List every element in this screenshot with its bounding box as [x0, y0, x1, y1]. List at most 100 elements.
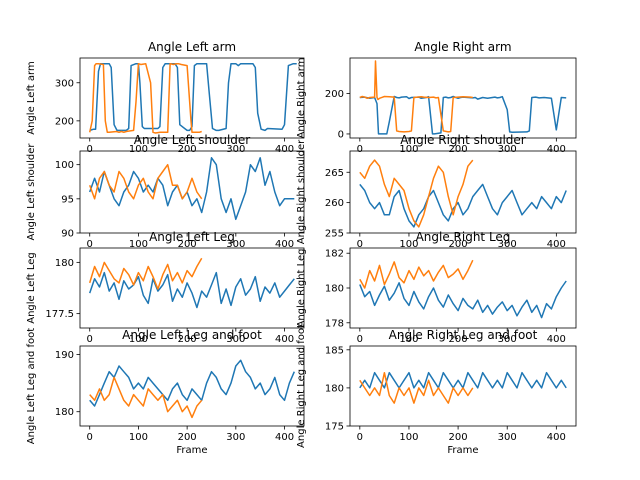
axes-frame — [79, 57, 305, 139]
y-tick-label: 260 — [325, 198, 344, 209]
x-tick-label: 0 — [87, 334, 93, 345]
axes-frame — [349, 57, 577, 139]
subplot-3: 0 100 200 300 400 255 260 265 Angle Right should… — [296, 133, 577, 250]
series-line-0 — [88, 157, 295, 221]
x-tick-label: 300 — [498, 144, 517, 155]
x-tick-label: 200 — [178, 239, 197, 250]
x-tick-label: 400 — [275, 239, 294, 250]
subplot-5: 0 100 200 300 400 178 180 182 Angle Right Leg Ang… — [296, 230, 577, 345]
series-line-1 — [88, 62, 202, 134]
subplot-0: 0 100 200 300 400 200 300 Angle Left arm Angle L… — [26, 40, 305, 155]
y-axis-label: Angle Left shoulder — [26, 143, 37, 241]
x-tick-label: 100 — [399, 144, 418, 155]
subplot-7: 0 100 200 300 400 175 180 185 Angle Right Leg an… — [296, 324, 577, 456]
x-tick-label: 100 — [129, 334, 148, 345]
x-tick-label: 100 — [129, 239, 148, 250]
x-tick-label: 400 — [547, 144, 566, 155]
x-tick-label: 400 — [547, 432, 566, 443]
x-tick-label: 100 — [129, 144, 148, 155]
series-line-0 — [359, 95, 567, 135]
series-line-1 — [359, 159, 474, 228]
y-tick-label: 180 — [325, 284, 344, 295]
y-tick-label: 100 — [55, 160, 74, 171]
x-tick-label: 300 — [226, 334, 245, 345]
series-line-1 — [88, 257, 203, 290]
y-tick-label: 185 — [325, 345, 344, 356]
x-tick-label: 0 — [357, 334, 363, 345]
y-tick-label: 180 — [55, 407, 74, 418]
y-tick-label: 200 — [55, 116, 74, 127]
y-tick-label: 180 — [325, 383, 344, 394]
series-line-0 — [359, 280, 567, 319]
x-tick-label: 100 — [399, 432, 418, 443]
chart-title: Angle Left Leg — [149, 230, 235, 244]
x-tick-label: 300 — [226, 144, 245, 155]
x-tick-label: 0 — [87, 432, 93, 443]
x-axis-label: Frame — [447, 445, 478, 456]
x-tick-label: 400 — [547, 239, 566, 250]
x-tick-label: 300 — [498, 432, 517, 443]
series-line-1 — [88, 163, 203, 200]
y-tick-label: 95 — [61, 194, 74, 205]
x-tick-label: 400 — [547, 334, 566, 345]
subplot-6: 0 100 200 300 400 180 190 Angle Left Leg and fo… — [26, 328, 305, 456]
y-tick-label: 180 — [55, 258, 74, 269]
series-line-0 — [89, 359, 295, 407]
y-tick-label: 90 — [61, 229, 74, 240]
x-tick-label: 300 — [226, 239, 245, 250]
x-tick-label: 200 — [449, 144, 468, 155]
x-tick-label: 400 — [275, 144, 294, 155]
x-axis-label: Frame — [176, 445, 207, 456]
series-line-1 — [359, 259, 474, 289]
y-tick-label: 200 — [325, 89, 344, 100]
series-line-1 — [359, 371, 474, 404]
y-axis-label: Angle Right Leg — [296, 248, 307, 327]
y-tick-label: 178 — [325, 318, 344, 329]
x-tick-label: 0 — [87, 144, 93, 155]
x-tick-label: 0 — [357, 432, 363, 443]
axes-frame — [349, 345, 577, 427]
series-line-0 — [89, 62, 297, 132]
series-line-0 — [88, 271, 295, 309]
x-tick-label: 400 — [275, 334, 294, 345]
chart-title: Angle Right arm — [414, 40, 511, 54]
y-tick-label: 300 — [55, 78, 74, 89]
axes-frame — [79, 247, 305, 329]
y-axis-label: Angle Right Leg and foot — [296, 324, 307, 448]
chart-title: Angle Left Leg and foot — [122, 328, 262, 342]
series-line-1 — [359, 60, 473, 133]
series-line-0 — [359, 371, 567, 389]
y-tick-label: 190 — [55, 350, 74, 361]
x-tick-label: 300 — [226, 432, 245, 443]
x-tick-label: 0 — [357, 144, 363, 155]
y-axis-label: Angle Right arm — [296, 58, 307, 139]
chart-title: Angle Left shoulder — [134, 133, 250, 147]
x-tick-label: 300 — [498, 239, 517, 250]
x-tick-label: 100 — [399, 239, 418, 250]
x-tick-label: 200 — [449, 239, 468, 250]
x-tick-label: 0 — [357, 239, 363, 250]
y-tick-label: 182 — [325, 249, 344, 260]
y-tick-label: 0 — [338, 129, 344, 140]
axes-frame — [79, 345, 305, 427]
axes-frame — [79, 150, 305, 234]
x-tick-label: 200 — [449, 334, 468, 345]
y-tick-label: 177.5 — [45, 309, 74, 320]
subplot-1: 0 100 200 300 400 0 200 Angle Right arm Angle Ri… — [296, 40, 577, 155]
axes-frame — [349, 150, 577, 234]
series-line-1 — [89, 376, 203, 419]
y-tick-label: 175 — [325, 422, 344, 433]
x-tick-label: 400 — [275, 432, 294, 443]
x-tick-label: 0 — [87, 239, 93, 250]
x-tick-label: 200 — [178, 432, 197, 443]
y-axis-label: Angle Left arm — [26, 61, 37, 134]
x-tick-label: 200 — [449, 432, 468, 443]
x-tick-label: 100 — [399, 334, 418, 345]
subplot-4: 0 100 200 300 400 177.5 180 Angle Left Leg Angle… — [26, 230, 305, 345]
chart-title: Angle Right Leg — [416, 230, 511, 244]
y-tick-label: 255 — [325, 229, 344, 240]
x-tick-label: 200 — [178, 144, 197, 155]
chart-title: Angle Right Leg and foot — [389, 328, 538, 342]
